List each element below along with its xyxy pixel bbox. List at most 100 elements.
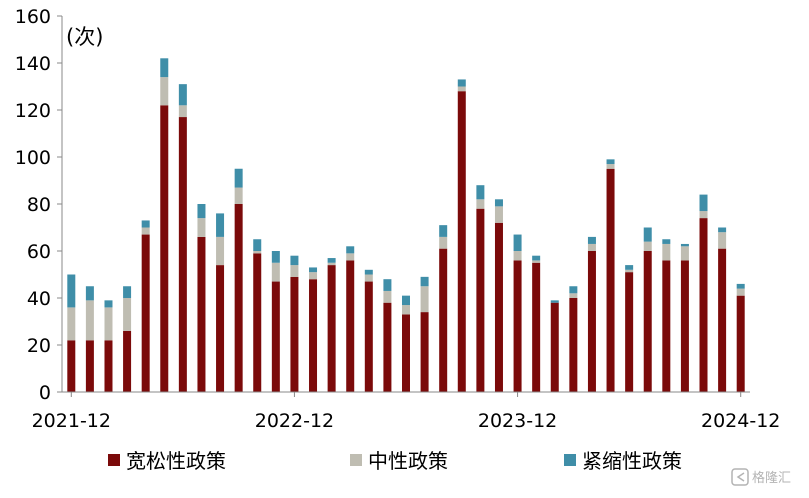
bar-segment-tight-2024-04 — [587, 236, 596, 244]
bar-segment-neutral-2023-09 — [457, 86, 466, 92]
bar-segment-tight-2022-11 — [271, 251, 280, 263]
bar-segment-neutral-2022-05 — [160, 77, 169, 106]
y-tick-label-120: 120 — [15, 100, 51, 122]
bar-segment-tight-2023-09 — [457, 79, 466, 87]
bar-segment-neutral-2023-02 — [327, 262, 336, 266]
bar-segment-neutral-2024-01 — [532, 260, 541, 263]
bar-segment-loose-2023-07 — [420, 312, 429, 392]
bar-segment-loose-2023-10 — [476, 208, 485, 392]
bar-segment-neutral-2023-08 — [439, 236, 448, 249]
bar-segment-neutral-2024-12 — [736, 288, 745, 296]
bar-segment-loose-2022-12 — [290, 276, 299, 392]
bar-segment-tight-2022-10 — [253, 239, 262, 251]
bar-segment-tight-2022-12 — [290, 255, 299, 266]
bar-segment-tight-2024-01 — [532, 255, 541, 261]
bar-segment-neutral-2022-12 — [290, 265, 299, 277]
bar-segment-tight-2023-02 — [327, 258, 336, 263]
gelonghui-logo-icon — [731, 468, 749, 486]
legend-swatch-neutral — [350, 454, 362, 466]
bar-segment-loose-2022-08 — [216, 265, 225, 392]
bar-segment-neutral-2023-05 — [383, 290, 392, 303]
bar-segment-tight-2024-03 — [569, 286, 578, 294]
bar-segment-tight-2023-07 — [420, 276, 429, 287]
bar-segment-loose-2024-06 — [625, 272, 634, 392]
bar-segment-neutral-2022-07 — [197, 218, 206, 237]
bar-segment-tight-2022-08 — [216, 213, 225, 237]
bar-segment-neutral-2024-03 — [569, 293, 578, 298]
bar-segment-tight-2023-11 — [494, 199, 503, 207]
bar-segment-loose-2024-08 — [662, 260, 671, 392]
bar-segment-neutral-2024-04 — [587, 243, 596, 251]
bar-segment-tight-2024-07 — [643, 227, 652, 242]
bar-segment-loose-2024-07 — [643, 251, 652, 392]
bar-segment-loose-2024-04 — [587, 251, 596, 392]
bar-segment-tight-2023-05 — [383, 279, 392, 291]
y-tick-label-0: 0 — [39, 382, 51, 404]
y-axis-unit-label: (次) — [66, 25, 103, 49]
bar-segment-tight-2023-12 — [513, 234, 522, 251]
legend: 宽松性政策 中性政策 紧缩性政策 — [108, 449, 682, 473]
legend-label-tight: 紧缩性政策 — [582, 449, 682, 473]
bar-segment-loose-2022-01 — [85, 340, 94, 392]
bar-segment-loose-2023-05 — [383, 302, 392, 392]
bar-segment-neutral-2024-10 — [699, 211, 708, 219]
bar-segment-tight-2024-06 — [625, 265, 634, 270]
bar-segment-loose-2022-03 — [123, 330, 132, 392]
bar-segment-tight-2021-12 — [67, 274, 76, 308]
bar-segment-tight-2024-11 — [718, 227, 727, 233]
bar-segment-loose-2021-12 — [67, 340, 76, 392]
labels-layer: 0 20 40 60 80 100 120 140 160 2021-12 2022-12 2023-… — [15, 6, 781, 432]
bar-segment-loose-2024-09 — [680, 260, 689, 392]
bar-segment-tight-2024-10 — [699, 194, 708, 212]
x-tick-label-2024-12: 2024-12 — [701, 410, 780, 432]
bar-segment-neutral-2022-01 — [85, 300, 94, 341]
bar-segment-tight-2022-04 — [141, 220, 150, 228]
bar-segment-tight-2024-09 — [680, 243, 689, 247]
legend-swatch-loose — [108, 454, 120, 466]
bar-segment-tight-2022-06 — [178, 84, 187, 106]
bar-segment-loose-2023-04 — [364, 281, 373, 392]
bar-segment-tight-2023-06 — [402, 295, 410, 306]
axes-layer — [57, 15, 750, 397]
legend-label-neutral: 中性政策 — [368, 449, 448, 473]
x-tick-label-2023-12: 2023-12 — [478, 410, 557, 432]
bar-segment-loose-2023-08 — [439, 248, 448, 392]
y-tick-label-60: 60 — [27, 241, 51, 263]
bar-segment-tight-2023-03 — [346, 246, 355, 254]
bar-segment-tight-2022-07 — [197, 204, 206, 219]
bar-segment-tight-2022-09 — [234, 168, 243, 188]
bar-segment-neutral-2021-12 — [67, 307, 76, 341]
bar-segment-tight-2022-05 — [160, 58, 169, 78]
bar-segment-loose-2022-02 — [104, 340, 113, 392]
bar-segment-neutral-2023-04 — [364, 274, 373, 282]
bar-segment-tight-2023-08 — [439, 225, 448, 237]
bar-segment-tight-2024-12 — [736, 283, 745, 289]
bar-segment-neutral-2022-06 — [178, 105, 187, 118]
bar-segment-neutral-2024-11 — [718, 232, 727, 249]
bar-segment-neutral-2023-07 — [420, 286, 429, 313]
y-tick-label-80: 80 — [27, 194, 51, 216]
bar-segment-loose-2023-11 — [494, 222, 503, 392]
x-tick-label-2022-12: 2022-12 — [255, 410, 334, 432]
bar-segment-loose-2023-09 — [457, 91, 466, 392]
bar-segment-loose-2023-03 — [346, 260, 355, 392]
bar-segment-neutral-2024-09 — [680, 246, 689, 261]
bar-segment-loose-2023-06 — [402, 314, 410, 392]
bar-segment-loose-2024-03 — [569, 298, 578, 392]
bar-segment-tight-2023-10 — [476, 185, 485, 200]
y-tick-label-160: 160 — [15, 6, 51, 28]
bar-segment-neutral-2023-06 — [402, 305, 410, 315]
bar-segment-neutral-2022-03 — [123, 298, 132, 331]
bar-segment-neutral-2024-06 — [625, 269, 634, 273]
watermark-text: 格隆汇 — [752, 470, 791, 486]
bar-segment-neutral-2024-05 — [606, 164, 615, 169]
x-tick-label-2021-12: 2021-12 — [32, 410, 111, 432]
bar-segment-tight-2024-05 — [606, 159, 615, 165]
y-tick-label-140: 140 — [15, 53, 51, 75]
bar-segment-neutral-2022-11 — [271, 262, 280, 282]
bar-segment-tight-2022-03 — [123, 286, 132, 298]
bar-segment-neutral-2022-02 — [104, 307, 113, 341]
bar-segment-loose-2024-11 — [718, 248, 727, 392]
